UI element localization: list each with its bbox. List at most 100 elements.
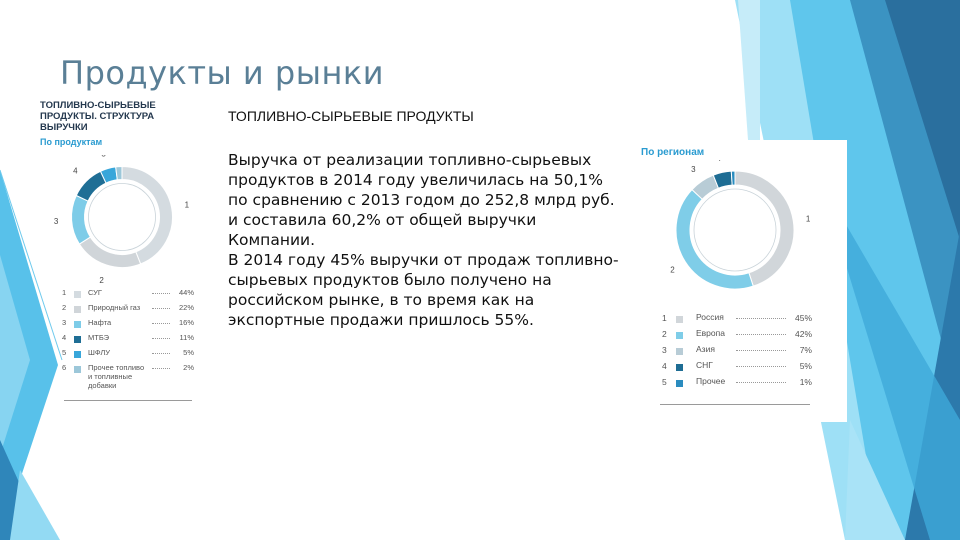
legend-swatch: [676, 316, 683, 323]
legend-row: 1 Россия 45%: [662, 313, 812, 329]
donut-slice-6: [115, 165, 123, 181]
donut-slice-5: [730, 170, 736, 186]
donut-slice-number-1: 1: [806, 214, 810, 223]
donut-slice-number-4: 4: [73, 166, 78, 175]
legend-leader-dots: [152, 303, 170, 309]
legend-percent: 42%: [794, 329, 812, 339]
legend-number: 5: [62, 348, 67, 357]
infographic-subheading-regions: По регионам: [641, 147, 705, 158]
legend-swatch: [676, 348, 683, 355]
products-infographic: ТОПЛИВНО-СЫРЬЕВЫЕ ПРОДУКТЫ. СТРУКТУРА ВЫ…: [40, 100, 200, 410]
regions-legend: 1 Россия 45% 2 Европа 42% 3 Азия 7% 4 СНГ 5% 5 Прочее…: [662, 313, 812, 393]
legend-swatch: [74, 336, 81, 343]
legend-label: Азия: [696, 344, 715, 354]
legend-number: 3: [662, 345, 667, 355]
donut-slice-2: [78, 236, 142, 268]
legend-number: 5: [662, 377, 667, 387]
legend-percent: 5%: [183, 348, 194, 357]
legend-number: 2: [62, 303, 67, 312]
infographic-heading-line-3: ВЫРУЧКИ: [40, 122, 88, 133]
donut-slice-number-2: 2: [670, 266, 675, 275]
legend-leader-dots: [152, 288, 170, 294]
products-legend: 1 СУГ 44% 2 Природный газ 22% 3 Нафта 16% 4 МТБЭ 11…: [62, 288, 194, 390]
legend-swatch: [676, 380, 683, 387]
donut-slice-number-5: 5: [730, 160, 735, 161]
legend-label: ШФЛУ: [88, 348, 111, 357]
legend-swatch: [74, 291, 81, 298]
infographic-heading-line-1: ТОПЛИВНО-СЫРЬЕВЫЕ: [40, 100, 156, 111]
legend-swatch: [74, 306, 81, 313]
legend-leader-dots: [152, 348, 170, 354]
legend-row: 6 Прочее топливо и топливные добавки 2%: [62, 363, 194, 390]
legend-percent: 2%: [183, 363, 194, 372]
donut-inner-ring: [88, 183, 156, 251]
legend-percent: 16%: [178, 318, 194, 327]
legend-label: СУГ: [88, 288, 102, 297]
legend-number: 4: [62, 333, 67, 342]
donut-slice-1: [734, 170, 795, 287]
legend-percent: 1%: [799, 377, 812, 387]
legend-number: 4: [662, 361, 667, 371]
legend-number: 6: [62, 363, 67, 372]
legend-percent: 11%: [179, 333, 194, 342]
legend-swatch: [74, 321, 81, 328]
body-text: Выручка от реализации топливно-сырьевых …: [228, 150, 623, 330]
legend-label: Прочее топливо и топливные добавки: [88, 363, 145, 390]
legend-row: 4 МТБЭ 11%: [62, 333, 194, 348]
legend-row: 3 Нафта 16%: [62, 318, 194, 333]
legend-percent: 44%: [178, 288, 194, 297]
legend-label: Прочее: [696, 376, 726, 386]
legend-row: 2 Природный газ 22%: [62, 303, 194, 318]
legend-percent: 22%: [178, 303, 194, 312]
legend-label: МТБЭ: [88, 333, 110, 342]
infographic-subheading-products: По продуктам: [40, 137, 103, 147]
legend-swatch: [676, 332, 683, 339]
legend-row: 5 Прочее 1%: [662, 377, 812, 393]
legend-leader-dots: [736, 377, 786, 383]
donut-slice-number-4: 4: [717, 160, 722, 163]
legend-number: 1: [662, 313, 667, 323]
donut-inner-ring: [693, 188, 777, 272]
legend-swatch: [676, 364, 683, 371]
infographic-heading-line-2: ПРОДУКТЫ. СТРУКТУРА: [40, 111, 155, 122]
decorative-shapes-right: [735, 0, 960, 540]
legend-label: Европа: [696, 328, 725, 338]
legend-label: Природный газ: [88, 303, 141, 312]
legend-leader-dots: [152, 318, 170, 324]
donut-slice-number-3: 3: [691, 165, 696, 174]
donut-slice-number-2: 2: [99, 276, 104, 285]
legend-number: 3: [62, 318, 67, 327]
legend-row: 3 Азия 7%: [662, 345, 812, 361]
legend-label: СНГ: [696, 360, 713, 370]
donut-slice-number-1: 1: [185, 201, 190, 210]
donut-slice-number-5: 5: [101, 155, 106, 159]
legend-divider-right: [660, 404, 810, 405]
body-paragraph-2: В 2014 году 45% выручки от продаж топлив…: [228, 251, 619, 329]
donut-slice-2: [675, 188, 754, 290]
body-paragraph-1: Выручка от реализации топливно-сырьевых …: [228, 151, 615, 249]
legend-percent: 45%: [794, 313, 812, 323]
legend-percent: 7%: [799, 345, 812, 355]
legend-label: Россия: [696, 312, 724, 322]
legend-divider: [64, 400, 192, 401]
legend-swatch: [74, 366, 81, 373]
donut-slice-number-3: 3: [54, 217, 59, 226]
donut-slice-3: [71, 194, 92, 245]
legend-label: Нафта: [88, 318, 112, 327]
donut-slice-number-6: 6: [116, 155, 121, 156]
legend-percent: 5%: [799, 361, 812, 371]
legend-swatch: [74, 351, 81, 358]
products-donut-chart: 1 2 3 4 5 6: [54, 155, 190, 285]
legend-leader-dots: [736, 329, 786, 335]
legend-number: 1: [62, 288, 67, 297]
donut-slice-4: [75, 170, 107, 202]
decorative-shapes-left: [0, 169, 63, 540]
legend-leader-dots: [152, 333, 170, 339]
legend-number: 2: [662, 329, 667, 339]
legend-row: 4 СНГ 5%: [662, 361, 812, 377]
section-subheading: ТОПЛИВНО-СЫРЬЕВЫЕ ПРОДУКТЫ: [228, 108, 474, 124]
legend-row: 1 СУГ 44%: [62, 288, 194, 303]
legend-leader-dots: [736, 361, 786, 367]
legend-leader-dots: [736, 313, 786, 319]
